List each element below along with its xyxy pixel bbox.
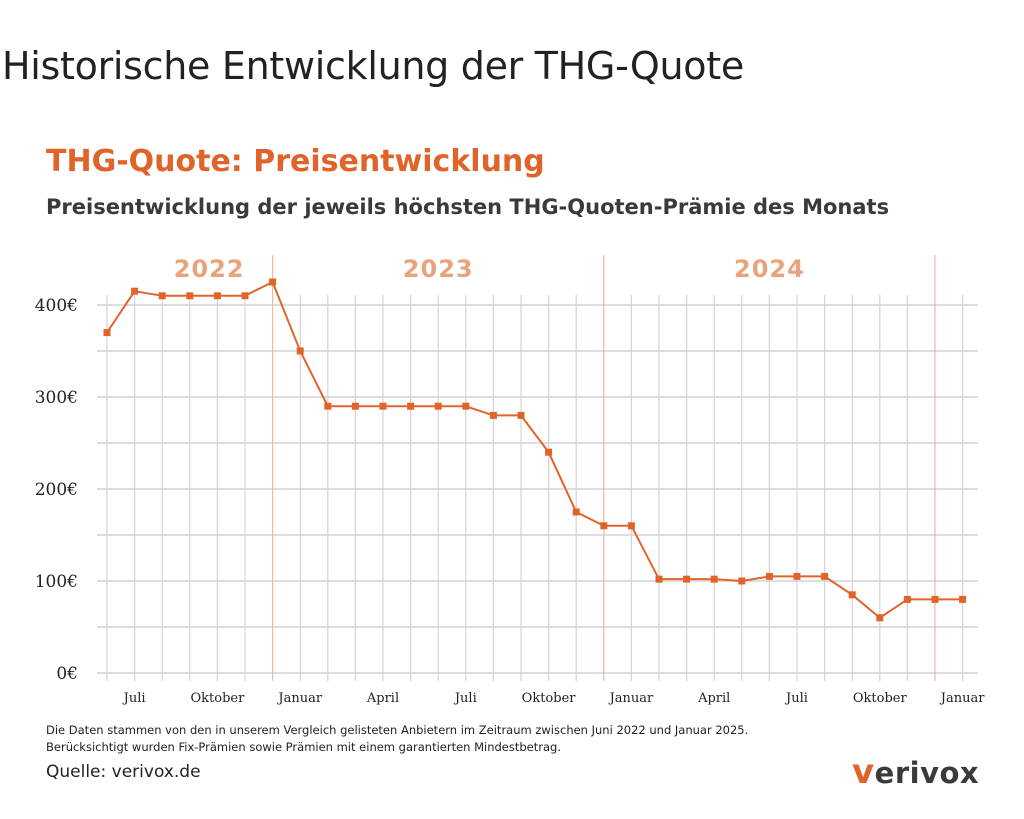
data-point [186,292,194,300]
x-tick-label: Oktober [853,691,908,706]
data-point [710,575,718,583]
x-tick-label: Oktober [522,691,577,706]
year-label: 2023 [403,255,474,283]
year-label: 2024 [734,255,805,283]
verivox-logo: verivox [852,752,980,792]
data-point [434,402,442,410]
data-point [627,522,635,530]
data-point [489,411,497,419]
chart-subtitle: Preisentwicklung der jeweils höchsten TH… [46,195,890,219]
page-title: Historische Entwicklung der THG-Quote [2,44,744,88]
data-point [379,402,387,410]
data-point [931,595,939,603]
data-point [572,508,580,516]
source-text: Quelle: verivox.de [46,762,201,782]
data-point [407,402,415,410]
x-tick-label: April [366,691,399,706]
x-tick-label: Juli [784,691,808,706]
y-tick-label: 400€ [35,296,78,316]
x-tick-label: April [697,691,730,706]
data-point [296,347,304,355]
x-tick-label: Januar [276,691,322,706]
data-point [158,292,166,300]
data-point [903,595,911,603]
data-point [765,572,773,580]
y-tick-label: 100€ [35,572,78,592]
y-tick-label: 200€ [35,480,78,500]
footnote-line: Berücksichtigt wurden Fix-Prämien sowie … [46,740,562,754]
x-tick-label: Juli [453,691,477,706]
year-label: 2022 [174,255,245,283]
data-point [131,287,139,295]
y-tick-label: 0€ [56,664,78,684]
footnote: Die Daten stammen von den in unserem Ver… [46,722,748,756]
data-point [683,575,691,583]
line-chart: 2022 2023 2024 0€ 100€ 200€ 300€ 400€ Juli Oktobe… [35,255,985,706]
data-point [793,572,801,580]
data-point [959,595,967,603]
data-point [545,448,553,456]
data-point [517,411,525,419]
y-tick-label: 300€ [35,388,78,408]
data-point [848,591,856,599]
data-point [600,522,608,530]
chart-title: THG-Quote: Preisentwicklung [46,144,545,179]
data-point [324,402,332,410]
x-tick-label: Januar [608,691,654,706]
footnote-line: Die Daten stammen von den in unserem Ver… [46,723,749,737]
x-tick-label: Juli [122,691,146,706]
data-point [351,402,359,410]
data-point [655,575,663,583]
data-point [241,292,249,300]
data-point [821,572,829,580]
data-point [269,278,277,286]
data-point [738,577,746,585]
x-tick-label: Januar [939,691,985,706]
data-point [876,614,884,622]
data-point [462,402,470,410]
x-tick-label: Oktober [190,691,245,706]
price-line [106,280,963,620]
data-point [103,329,111,337]
data-point [213,292,221,300]
